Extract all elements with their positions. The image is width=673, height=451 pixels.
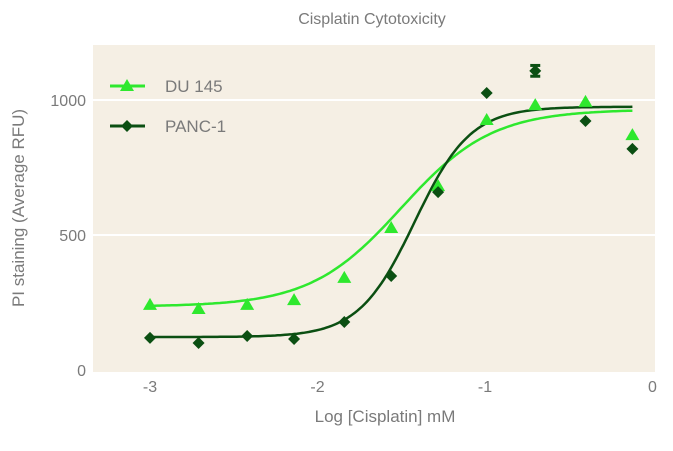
triangle-marker bbox=[143, 297, 157, 310]
x-tick-label: -2 bbox=[310, 379, 324, 396]
triangle-marker bbox=[431, 179, 446, 192]
triangle-marker bbox=[337, 270, 352, 283]
y-tick-label: 500 bbox=[59, 228, 86, 245]
x-tick-label: 0 bbox=[648, 379, 657, 396]
triangle-marker bbox=[120, 79, 134, 91]
legend-label: DU 145 bbox=[165, 77, 223, 96]
x-tick-label: -3 bbox=[143, 379, 157, 396]
diamond-marker bbox=[121, 120, 133, 132]
diamond-marker bbox=[288, 332, 301, 345]
triangle-marker bbox=[191, 301, 206, 314]
diamond-marker bbox=[338, 315, 351, 328]
y-tick-label: 0 bbox=[77, 363, 86, 380]
triangle-marker bbox=[240, 297, 255, 310]
diamond-marker bbox=[626, 142, 639, 155]
legend: DU 145 PANC-1 bbox=[110, 77, 226, 136]
triangle-marker bbox=[384, 220, 399, 233]
diamond-marker bbox=[385, 270, 398, 283]
diamond-marker bbox=[480, 86, 493, 99]
chart-title: Cisplatin Cytotoxicity bbox=[298, 11, 446, 28]
diamond-marker bbox=[241, 329, 254, 342]
x-tick-label: -1 bbox=[478, 379, 492, 396]
legend-label: PANC-1 bbox=[165, 117, 226, 136]
diamond-marker bbox=[529, 64, 542, 77]
triangle-marker bbox=[528, 98, 543, 111]
triangle-marker bbox=[287, 293, 302, 306]
x-axis-label: Log [Cisplatin] mM bbox=[315, 407, 456, 426]
diamond-marker bbox=[192, 337, 205, 349]
fit-curve-du-145 bbox=[149, 109, 633, 308]
diamond-marker bbox=[432, 186, 445, 199]
y-tick-label: 1000 bbox=[50, 93, 86, 110]
triangle-marker bbox=[625, 128, 640, 141]
triangle-marker bbox=[479, 112, 494, 125]
y-axis-label: PI staining (Average RFU) bbox=[9, 109, 28, 307]
fit-curve-panc-1 bbox=[150, 105, 633, 339]
diamond-marker bbox=[144, 331, 156, 344]
diamond-marker bbox=[579, 115, 592, 128]
triangle-marker bbox=[578, 94, 593, 107]
